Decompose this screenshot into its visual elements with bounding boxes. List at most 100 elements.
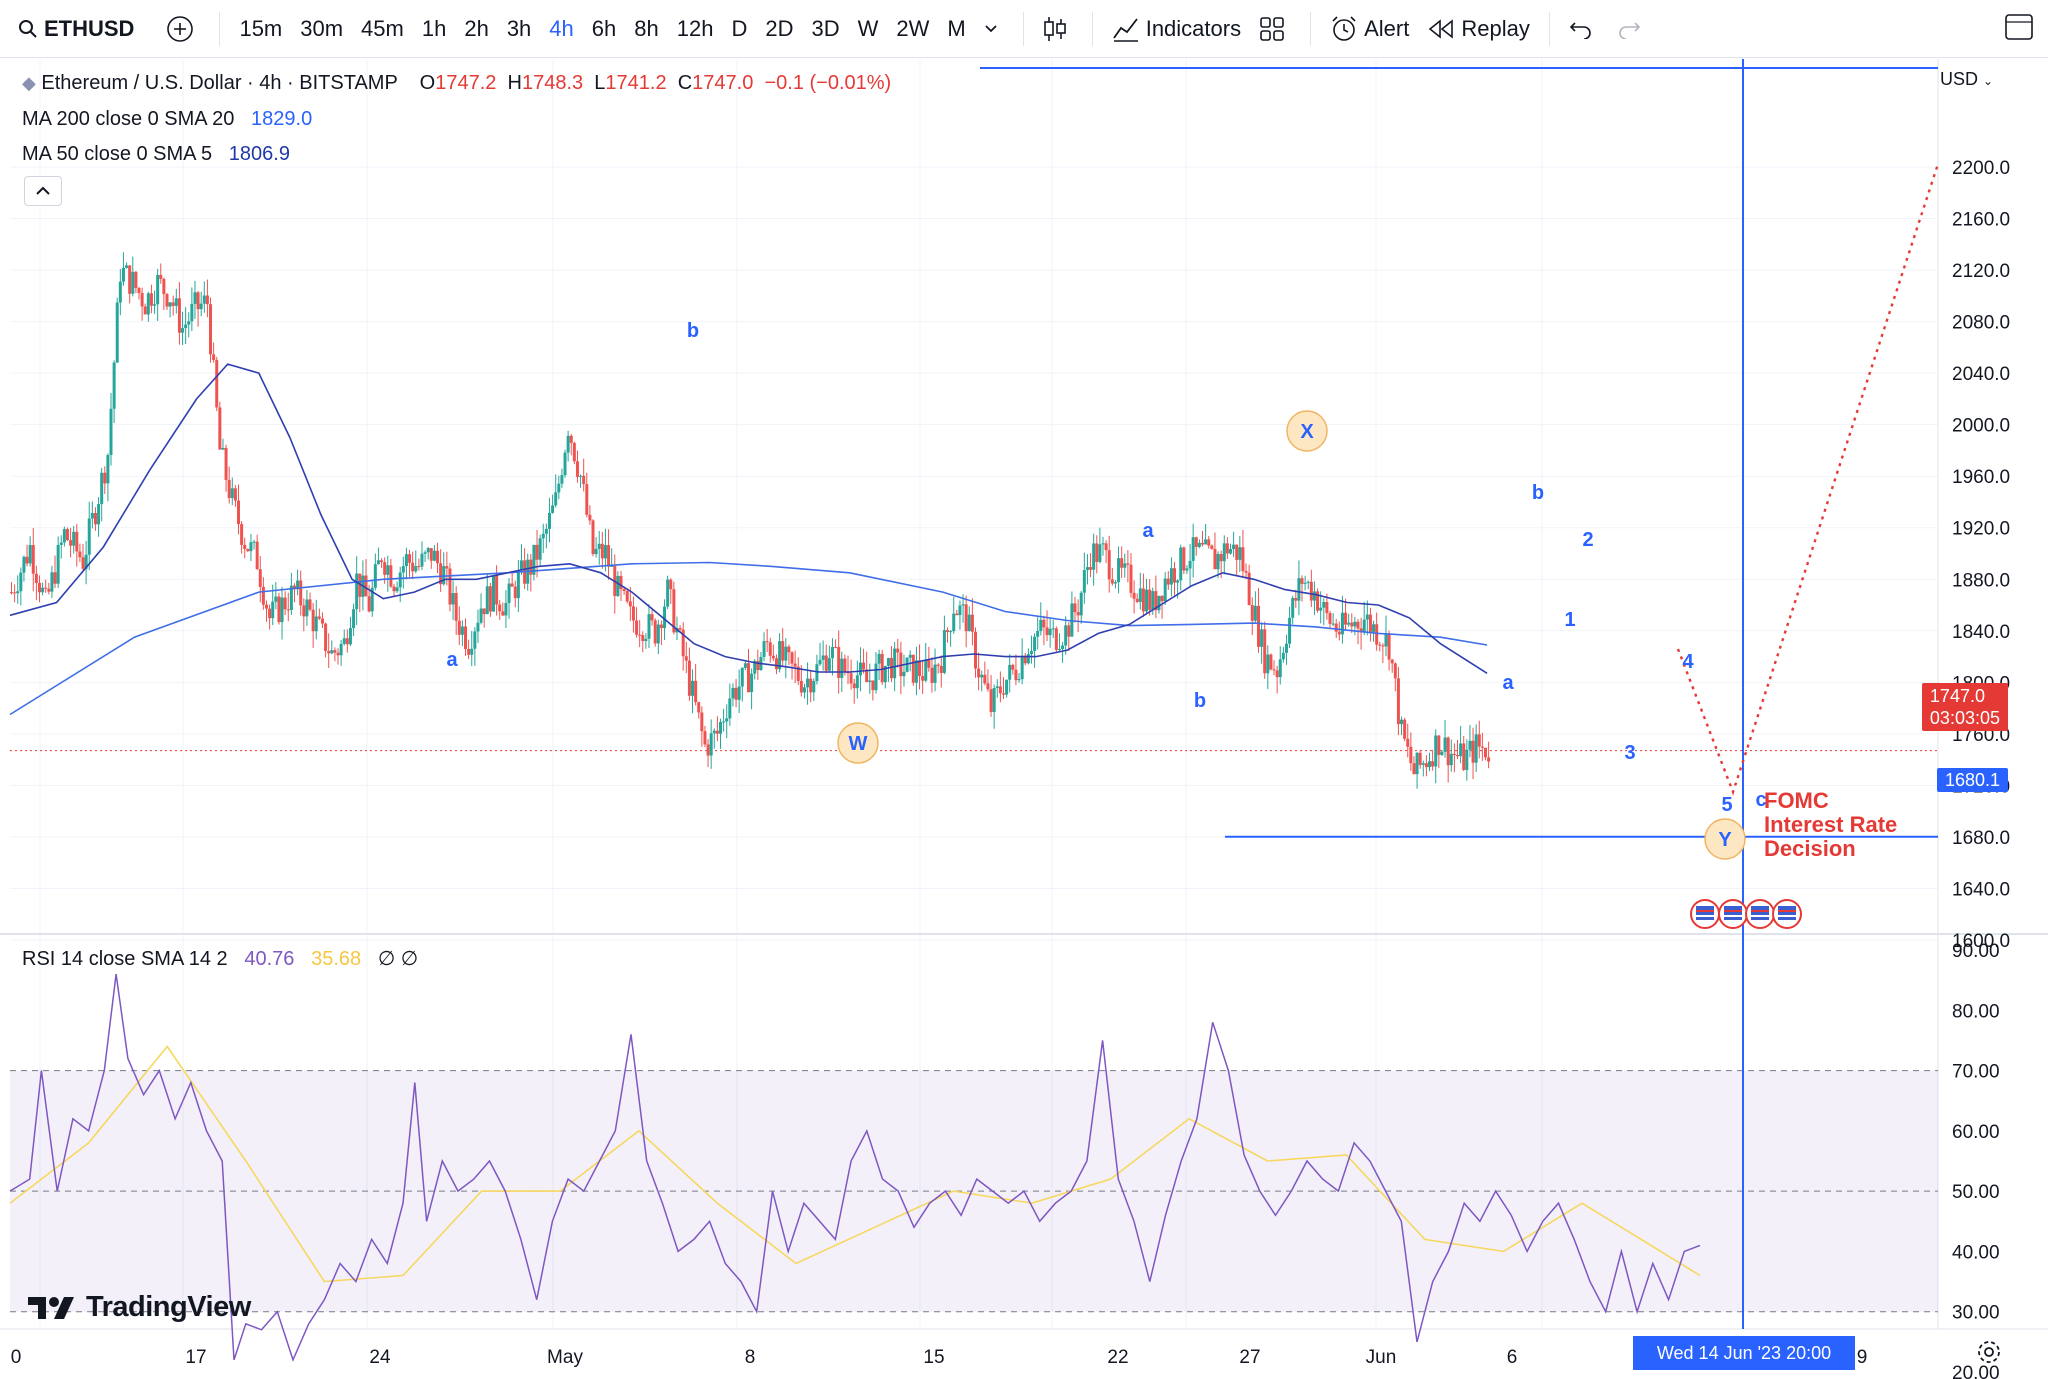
rsi-legend[interactable]: RSI 14 close SMA 14 2 40.76 35.68 ∅ ∅	[22, 946, 418, 971]
candle-body	[1387, 633, 1391, 660]
candle-body	[218, 407, 222, 450]
interval-30m[interactable]: 30m	[300, 15, 344, 41]
candle-body	[233, 488, 237, 501]
rsi-tick-label: 40.00	[1952, 1242, 2000, 1263]
candle-body	[588, 514, 592, 521]
wave-label: 1	[1564, 609, 1575, 631]
candle-body	[774, 658, 778, 670]
time-axis-label: May	[547, 1347, 583, 1368]
layout-button[interactable]	[1250, 0, 1300, 58]
compare-button[interactable]	[157, 0, 209, 58]
legend-collapse-button[interactable]	[24, 176, 62, 206]
candle-body	[1471, 740, 1475, 763]
candle-body	[1300, 578, 1304, 584]
alert-button[interactable]: Alert	[1321, 0, 1418, 58]
interval-dropdown[interactable]	[975, 0, 1013, 58]
interval-6h[interactable]: 6h	[591, 15, 617, 41]
interval-D[interactable]: D	[731, 15, 748, 41]
chart-area[interactable]: 2200.0 2160.0 2120.0 2080.0 2040.0 2000.0 1960…	[0, 59, 2048, 1379]
candle-body	[1210, 545, 1214, 549]
chart-canvas[interactable]: 2200.02160.02120.02080.02040.02000.01960…	[0, 59, 2048, 1379]
candle-body	[1073, 603, 1077, 613]
annotation-line-3: Decision	[1764, 836, 1856, 861]
candle-body	[1151, 591, 1155, 610]
candle-body	[137, 287, 141, 294]
wave-circle	[1704, 818, 1746, 860]
candle-body	[398, 572, 402, 588]
candle-body	[1334, 623, 1338, 632]
candle-body	[572, 442, 576, 462]
candle-body	[1107, 550, 1111, 580]
ohlc-high-value: 1748.3	[521, 72, 584, 94]
candle-body	[942, 630, 946, 673]
alarm-clock-icon	[1332, 15, 1356, 41]
wave-label: 5	[1721, 794, 1732, 816]
redo-button[interactable]	[1608, 0, 1656, 58]
interval-45m[interactable]: 45m	[361, 15, 404, 41]
indicators-label: Indicators	[1145, 15, 1242, 41]
candle-body	[712, 730, 716, 734]
candle-body	[1375, 624, 1379, 645]
interval-2W[interactable]: 2W	[896, 15, 930, 41]
interval-W[interactable]: W	[857, 15, 879, 41]
candle-body	[1051, 628, 1055, 630]
fullscreen-button[interactable]	[2004, 12, 2034, 47]
interval-15m[interactable]: 15m	[239, 15, 283, 41]
interval-4h[interactable]: 4h	[549, 15, 574, 41]
interval-M[interactable]: M	[947, 15, 966, 41]
interval-2h[interactable]: 2h	[464, 15, 489, 41]
currency-selector[interactable]: USD ⌄	[1940, 69, 1993, 90]
interval-3h[interactable]: 3h	[506, 15, 532, 41]
interval-12h[interactable]: 12h	[676, 15, 714, 41]
interval-1h[interactable]: 1h	[421, 15, 447, 41]
candle-body	[936, 664, 940, 666]
candle-body	[1390, 659, 1394, 664]
candle-body	[492, 575, 495, 612]
candle-body	[1415, 752, 1419, 775]
projection-path	[1676, 163, 1940, 796]
candle-body	[753, 660, 757, 674]
ma200-legend[interactable]: MA 200 close 0 SMA 20 1829.0	[22, 108, 312, 131]
undo-button[interactable]	[1560, 0, 1608, 58]
interval-8h[interactable]: 8h	[634, 15, 659, 41]
indicators-icon	[1112, 17, 1138, 42]
ma50-label: MA 50 close 0 SMA 5	[22, 143, 213, 165]
horizontal-level-tag[interactable]: 1680.1	[1936, 768, 2008, 792]
chart-type-button[interactable]	[1034, 0, 1082, 58]
candle-body	[992, 688, 996, 713]
candle-body	[1138, 588, 1142, 602]
wave-label: a	[1502, 672, 1514, 694]
fomc-annotation[interactable]: FOMC Interest Rate Decision	[1764, 789, 1897, 861]
candle-body	[1120, 558, 1124, 568]
price-tick-label: 1920.0	[1952, 519, 2010, 540]
indicators-button[interactable]: Indicators	[1103, 0, 1250, 58]
candle-body	[103, 472, 107, 484]
candle-body	[1449, 753, 1453, 766]
time-axis-label: 6	[1507, 1347, 1518, 1368]
ma50-legend[interactable]: MA 50 close 0 SMA 5 1806.9	[22, 143, 290, 166]
tradingview-logo[interactable]: TradingView	[26, 1291, 251, 1324]
candle-body	[118, 281, 122, 303]
candle-body	[1260, 629, 1264, 647]
candle-body	[268, 608, 272, 619]
window-icon	[2005, 14, 2033, 40]
candle-body	[498, 604, 502, 612]
wave-label: X	[1300, 421, 1314, 443]
candle-body	[1477, 734, 1481, 747]
rsi-tick-label: 80.00	[1952, 1001, 2000, 1022]
candle-body	[1145, 589, 1149, 612]
candle-body	[243, 544, 247, 549]
interval-3D[interactable]: 3D	[811, 15, 840, 41]
chart-settings-button[interactable]	[1976, 1339, 2002, 1370]
candle-body	[967, 614, 971, 632]
candle-body	[13, 592, 17, 594]
candle-body	[426, 548, 430, 553]
replay-button[interactable]: Replay	[1418, 0, 1538, 58]
candle-body	[983, 674, 987, 684]
candle-body	[1076, 612, 1080, 616]
candle-body	[1157, 595, 1161, 611]
interval-2D[interactable]: 2D	[765, 15, 794, 41]
ohlc-open-value: 1747.2	[435, 72, 497, 94]
symbol-search[interactable]: ETHUSD	[0, 0, 143, 58]
candle-body	[1347, 622, 1351, 625]
